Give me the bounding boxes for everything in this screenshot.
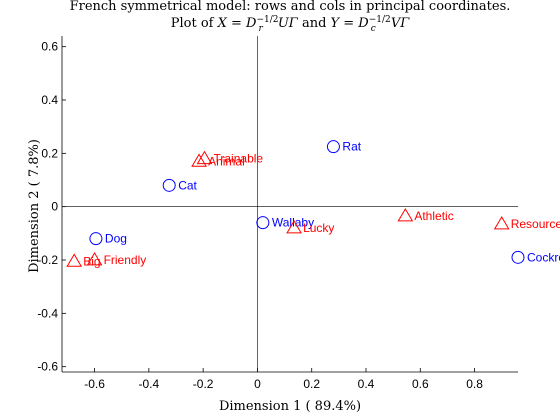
y-tick-label: -0.4 bbox=[37, 306, 58, 320]
point-marker-dog bbox=[89, 232, 103, 246]
point-label-trainable: Trainable bbox=[214, 152, 264, 166]
point-label-athletic: Athletic bbox=[414, 209, 453, 223]
title-and: and bbox=[298, 16, 331, 31]
point-marker-big bbox=[66, 253, 83, 267]
title-sub-c: c bbox=[371, 24, 376, 34]
point-marker-animal bbox=[191, 153, 207, 167]
point-marker-wallaby bbox=[256, 216, 270, 230]
point-marker-athletic bbox=[397, 208, 414, 222]
title-d-var: D bbox=[245, 16, 257, 31]
title-eq2: = bbox=[339, 16, 358, 31]
point-marker-resourceful bbox=[493, 216, 510, 230]
point-label-cat: Cat bbox=[178, 178, 197, 192]
title-exp2: −1/2 bbox=[369, 15, 391, 25]
title-sub-r: r bbox=[259, 24, 264, 34]
x-axis-label: Dimension 1 ( 89.4%) bbox=[219, 399, 361, 414]
title-y-var: Y bbox=[331, 16, 341, 31]
point-marker-rat bbox=[326, 140, 340, 154]
title-eq1: = bbox=[227, 16, 246, 31]
x-tick-label: -0.2 bbox=[193, 377, 214, 391]
chart-title-line2: Plot of X = D−1/2 r UΓ and Y = D−1/2 c VΓ bbox=[171, 15, 410, 34]
x-tick-label: 0.4 bbox=[358, 377, 375, 391]
title-exp1: −1/2 bbox=[256, 15, 278, 25]
point-label-animal: Animal bbox=[208, 154, 245, 168]
x-tick-label: -0.6 bbox=[84, 377, 105, 391]
point-marker-cat bbox=[162, 178, 176, 192]
y-tick-label: 0 bbox=[51, 200, 58, 214]
point-label-resourceful: Resourceful bbox=[511, 217, 560, 231]
y-tick-label: 0.2 bbox=[41, 146, 58, 160]
title-prefix: Plot of bbox=[171, 16, 218, 31]
title-ug: UΓ bbox=[278, 16, 299, 31]
title-x-var: X bbox=[217, 16, 228, 31]
x-tick-label: 0.2 bbox=[303, 377, 320, 391]
point-label-cockroach: Cockroach bbox=[527, 250, 560, 264]
y-tick-label: -0.6 bbox=[37, 360, 58, 374]
y-tick-label: 0.4 bbox=[41, 93, 58, 107]
point-marker-cockroach bbox=[511, 250, 525, 264]
title-d2-var: D bbox=[357, 16, 369, 31]
x-tick-label: -0.4 bbox=[139, 377, 160, 391]
point-label-dog: Dog bbox=[105, 232, 127, 246]
data-points: RatCatWallabyDogCockroachTrainableAnimal… bbox=[66, 140, 560, 268]
axes-frame bbox=[61, 36, 518, 373]
point-label-lucky: Lucky bbox=[303, 221, 334, 235]
title-vg: VΓ bbox=[391, 16, 410, 31]
point-label-friendly: Friendly bbox=[104, 253, 147, 267]
x-axis: -0.6 -0.4 -0.2 0 0.2 0.4 0.6 0.8 bbox=[84, 368, 483, 391]
y-tick-label: 0.6 bbox=[41, 40, 58, 54]
y-tick-label: -0.2 bbox=[37, 253, 58, 267]
chart-title-line1: French symmetrical model: rows and cols … bbox=[70, 0, 511, 14]
point-label-rat: Rat bbox=[342, 140, 361, 154]
x-tick-label: 0 bbox=[254, 377, 261, 391]
y-axis: -0.6 -0.4 -0.2 0 0.2 0.4 0.6 bbox=[37, 40, 66, 374]
x-tick-label: 0.8 bbox=[466, 377, 483, 391]
x-tick-label: 0.6 bbox=[412, 377, 429, 391]
point-marker-friendly bbox=[86, 252, 103, 266]
point-label-big: Big bbox=[83, 254, 100, 268]
point-marker-lucky bbox=[286, 220, 302, 234]
zero-lines bbox=[62, 36, 518, 372]
chart-title: French symmetrical model: rows and cols … bbox=[70, 0, 511, 34]
y-axis-label: Dimension 2 ( 7.8%) bbox=[27, 139, 42, 273]
